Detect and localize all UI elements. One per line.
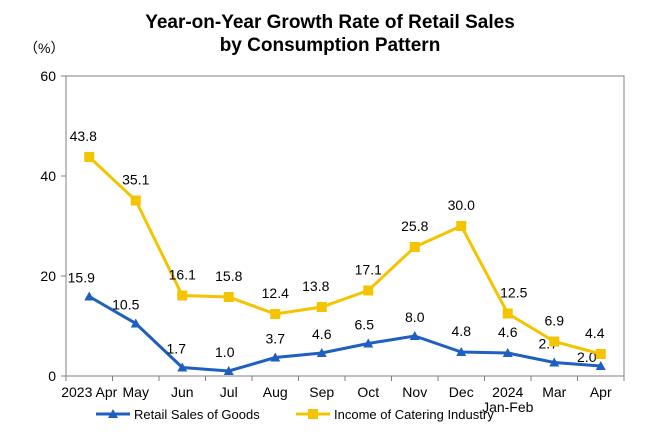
series-1-marker [316, 348, 327, 357]
data-label: 3.7 [266, 331, 286, 347]
data-label: 12.5 [500, 285, 527, 301]
data-label: 12.4 [262, 285, 289, 301]
data-label: 4.6 [498, 324, 518, 340]
series-2-marker [502, 308, 513, 319]
data-label: 4.8 [452, 323, 472, 339]
series-1-marker [502, 348, 513, 357]
x-tick-label: 2024 [492, 384, 523, 400]
series-2-marker [363, 285, 374, 296]
data-label: 6.5 [355, 317, 375, 333]
series-2-marker [456, 221, 467, 231]
series-1-marker [84, 291, 95, 301]
chart-title-line-2: by Consumption Pattern [219, 35, 441, 56]
data-label: 1.0 [215, 344, 235, 360]
legend-label: Income of Catering Industry [334, 407, 494, 422]
data-label: 30.0 [448, 197, 475, 213]
series-2-marker [595, 349, 606, 359]
x-tick-label: 2023 Apr [61, 384, 117, 400]
series-1-marker [456, 347, 467, 356]
data-label: 6.9 [545, 313, 565, 329]
legend-marker-2 [308, 409, 318, 419]
x-tick-label: Aug [263, 384, 288, 400]
data-label: 1.7 [167, 341, 187, 357]
data-label: 4.6 [312, 326, 332, 342]
y-tick-label: 60 [40, 68, 56, 84]
series-2-marker [270, 309, 281, 319]
series-1-marker [549, 357, 560, 367]
series-2-marker [223, 292, 234, 302]
y-tick-label: 20 [40, 268, 56, 284]
series-1-marker [223, 366, 234, 375]
data-label: 15.9 [68, 270, 95, 286]
legend-marker-1 [108, 409, 118, 418]
x-tick-label: Apr [590, 384, 612, 400]
series-2-marker [316, 302, 327, 312]
series-2-marker [409, 242, 420, 252]
data-label: 8.0 [405, 309, 425, 325]
series-2-marker [177, 290, 188, 301]
x-tick-label: Jun [171, 384, 194, 400]
series-1-marker [177, 362, 188, 372]
data-label: 10.5 [112, 297, 139, 313]
y-tick-label: 0 [48, 368, 56, 384]
y-tick-label: 40 [40, 168, 56, 184]
series-1-marker [595, 361, 606, 370]
series-2-marker [549, 336, 560, 347]
data-label: 43.8 [70, 128, 97, 144]
x-tick-label: Dec [449, 384, 474, 400]
x-tick-sublabel: Jan-Feb [482, 399, 534, 415]
data-label: 35.1 [122, 172, 149, 188]
data-label: 13.8 [302, 278, 329, 294]
series-2-marker [84, 152, 95, 162]
x-tick-label: Jul [220, 384, 238, 400]
data-label: 4.4 [585, 325, 605, 341]
y-axis-unit-label: （%） [24, 40, 65, 56]
series-1-marker [363, 338, 374, 348]
series-1-marker [270, 352, 281, 362]
series-line-1 [88, 295, 601, 373]
series-line-2 [88, 155, 602, 356]
chart-title-line-1: Year-on-Year Growth Rate of Retail Sales [145, 12, 515, 33]
x-tick-label: Oct [357, 384, 379, 400]
x-tick-label: Sep [309, 384, 334, 400]
series-1-marker [130, 318, 141, 328]
data-label: 17.1 [355, 262, 382, 278]
series-2-marker [130, 195, 141, 206]
data-label: 16.1 [169, 267, 196, 283]
x-tick-label: Mar [542, 384, 566, 400]
x-tick-label: Nov [402, 384, 427, 400]
legend-label: Retail Sales of Goods [134, 407, 260, 422]
series-1-marker [409, 331, 420, 340]
data-label: 25.8 [401, 218, 428, 234]
data-label: 15.8 [215, 268, 242, 284]
x-tick-label: May [123, 384, 149, 400]
